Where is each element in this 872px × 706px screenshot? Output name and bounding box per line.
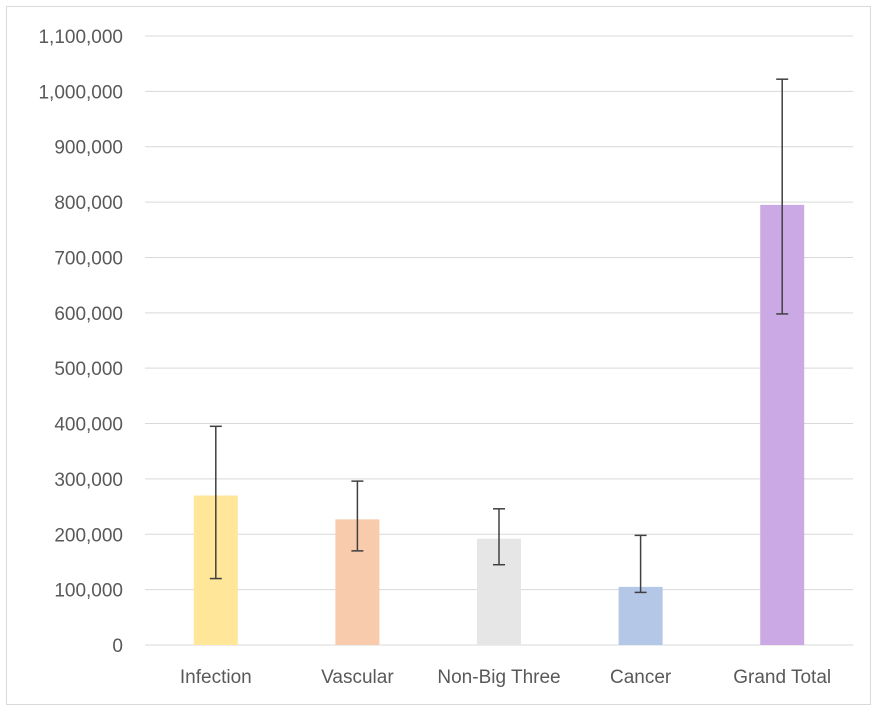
bars [193, 204, 805, 646]
x-category-label: Non-Big Three [437, 667, 560, 688]
y-tick-label: 0 [112, 636, 123, 657]
bar-cancer [618, 586, 663, 645]
gridlines [145, 35, 853, 646]
y-tick-label: 400,000 [54, 415, 123, 436]
x-category-label: Infection [180, 667, 252, 688]
y-tick-label: 500,000 [54, 359, 123, 380]
y-tick-label: 700,000 [54, 248, 123, 269]
error-bars [209, 78, 789, 594]
y-tick-label: 900,000 [54, 138, 123, 159]
y-axis-tick-labels: 0 100,000 200,000 300,000 400,000 500,000 600,… [38, 27, 123, 657]
y-tick-label: 100,000 [54, 581, 123, 602]
error-bar [776, 78, 789, 315]
error-bar [351, 480, 364, 552]
error-bar [493, 508, 505, 566]
y-tick-label: 200,000 [54, 525, 123, 546]
error-bar [634, 534, 647, 594]
x-category-label: Cancer [610, 667, 672, 688]
x-axis-category-labels: Infection Vascular Non-Big Three Cancer Gran… [180, 667, 831, 688]
y-tick-label: 1,100,000 [38, 27, 123, 48]
x-category-label: Grand Total [733, 667, 831, 688]
y-tick-label: 800,000 [54, 193, 123, 214]
error-bar [209, 425, 222, 580]
chart-frame [6, 6, 871, 705]
x-category-label: Vascular [321, 667, 394, 688]
y-tick-label: 300,000 [54, 470, 123, 491]
y-tick-label: 600,000 [54, 304, 123, 325]
y-tick-label: 1,000,000 [38, 82, 123, 103]
